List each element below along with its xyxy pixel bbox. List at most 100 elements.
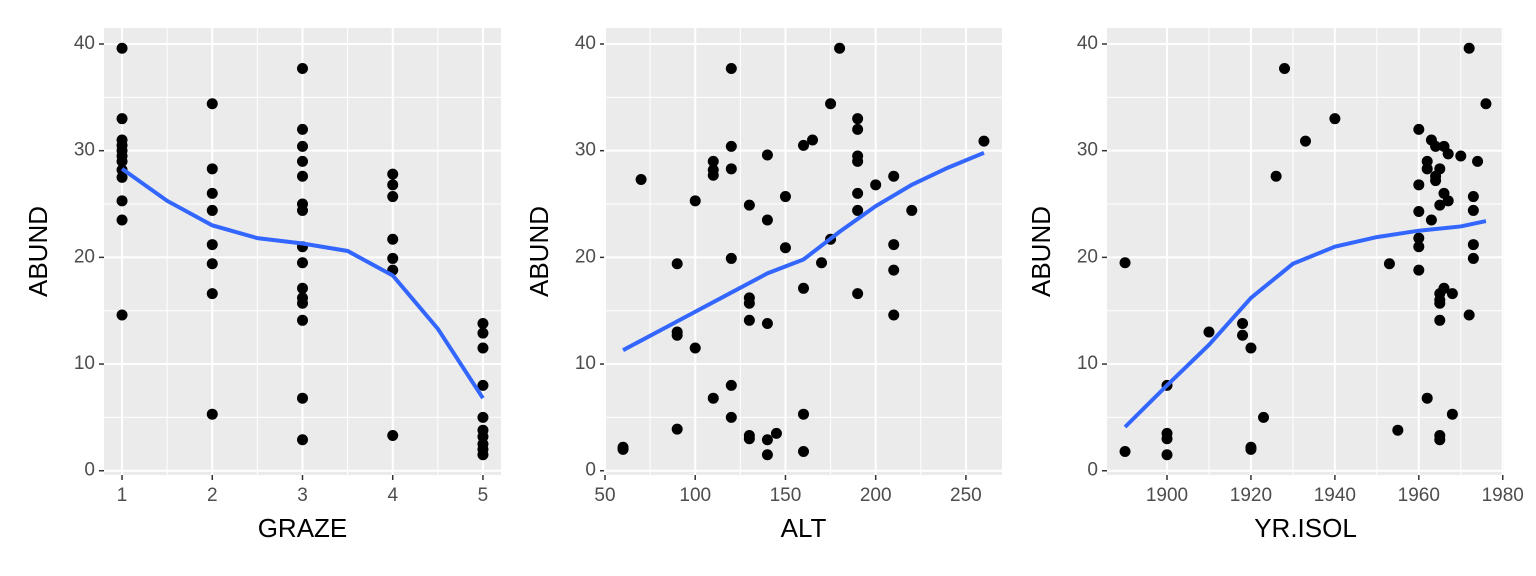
point bbox=[978, 135, 990, 147]
point bbox=[761, 449, 773, 461]
point bbox=[297, 123, 308, 135]
point bbox=[671, 329, 683, 341]
x-tick-label: 200 bbox=[860, 485, 892, 506]
point bbox=[798, 282, 809, 294]
point bbox=[1383, 258, 1395, 270]
point bbox=[1463, 42, 1475, 54]
point bbox=[1270, 170, 1282, 182]
point bbox=[1480, 98, 1492, 110]
x-tick-label: 5 bbox=[478, 485, 489, 506]
point bbox=[297, 155, 308, 167]
point bbox=[689, 195, 701, 207]
point bbox=[297, 63, 308, 75]
point bbox=[1434, 199, 1446, 211]
point bbox=[387, 252, 399, 264]
point bbox=[297, 204, 308, 216]
y-tick-label: 40 bbox=[74, 33, 95, 54]
point bbox=[707, 169, 719, 181]
point bbox=[725, 163, 737, 175]
point bbox=[779, 242, 791, 254]
point bbox=[1413, 179, 1425, 191]
point bbox=[617, 443, 629, 455]
x-tick-label: 1 bbox=[117, 485, 128, 506]
smooth-line bbox=[1123, 219, 1487, 429]
point bbox=[761, 434, 773, 446]
panel: 0 10 20 30 40 50 100 150 200 250 ALT ABUND bbox=[524, 28, 1002, 543]
point bbox=[116, 155, 128, 167]
point bbox=[1413, 205, 1425, 217]
x-tick-label: 4 bbox=[387, 485, 398, 506]
point bbox=[1472, 155, 1484, 167]
point bbox=[387, 191, 399, 203]
point bbox=[206, 204, 218, 216]
point bbox=[1329, 113, 1341, 125]
point bbox=[689, 342, 701, 354]
point bbox=[852, 123, 864, 135]
point bbox=[206, 408, 218, 420]
point bbox=[852, 155, 864, 167]
point bbox=[1279, 63, 1291, 75]
point bbox=[761, 318, 773, 330]
point bbox=[297, 282, 308, 294]
point bbox=[707, 155, 719, 167]
plot-background bbox=[605, 28, 1002, 475]
y-tick-label: 0 bbox=[1087, 460, 1098, 481]
point bbox=[1434, 434, 1446, 446]
point bbox=[816, 257, 828, 269]
point bbox=[1161, 433, 1173, 445]
y-axis-title: ABUND bbox=[23, 206, 53, 297]
point bbox=[1245, 443, 1257, 455]
y-tick-label: 30 bbox=[575, 140, 596, 161]
y-tick-label: 40 bbox=[575, 33, 596, 54]
point bbox=[743, 433, 755, 445]
y-axis-title: ABUND bbox=[1026, 206, 1056, 297]
x-tick-label: 150 bbox=[770, 485, 802, 506]
point bbox=[206, 187, 218, 199]
point bbox=[798, 446, 809, 458]
point bbox=[477, 342, 489, 354]
point bbox=[671, 423, 683, 435]
point bbox=[725, 140, 737, 152]
point bbox=[206, 239, 218, 251]
point bbox=[852, 187, 864, 199]
point bbox=[297, 434, 308, 446]
point bbox=[852, 113, 864, 125]
x-tick-label: 250 bbox=[950, 485, 982, 506]
point bbox=[1413, 264, 1425, 276]
point bbox=[477, 327, 489, 339]
point bbox=[1237, 318, 1249, 330]
x-tick-label: 2 bbox=[207, 485, 218, 506]
point bbox=[1467, 239, 1479, 251]
point bbox=[870, 179, 882, 191]
point bbox=[116, 309, 128, 321]
point bbox=[1467, 204, 1479, 216]
y-tick-label: 20 bbox=[575, 246, 596, 267]
point bbox=[888, 239, 900, 251]
point bbox=[635, 173, 647, 185]
point bbox=[1455, 150, 1467, 162]
point bbox=[743, 199, 755, 211]
x-tick-label: 100 bbox=[679, 485, 711, 506]
point bbox=[297, 170, 308, 182]
y-tick-label: 10 bbox=[74, 353, 95, 374]
point bbox=[1421, 163, 1433, 175]
point bbox=[1430, 140, 1442, 152]
panel: 0 10 20 30 40 1900 1920 1940 1960 1980 YR.ISOL ABUN… bbox=[1026, 28, 1524, 543]
x-axis-title: YR.ISOL bbox=[1254, 513, 1357, 543]
point bbox=[1438, 282, 1450, 294]
y-tick-label: 0 bbox=[585, 460, 596, 481]
y-tick-label: 20 bbox=[1077, 246, 1098, 267]
point bbox=[1434, 297, 1446, 309]
point bbox=[116, 171, 128, 183]
point bbox=[1442, 195, 1454, 207]
y-tick-label: 20 bbox=[74, 246, 95, 267]
point bbox=[1413, 241, 1425, 253]
point bbox=[852, 204, 864, 216]
point bbox=[798, 139, 809, 151]
point bbox=[761, 214, 773, 226]
point bbox=[116, 113, 128, 125]
point bbox=[1258, 411, 1270, 423]
point bbox=[1413, 123, 1425, 135]
x-tick-label: 1920 bbox=[1230, 485, 1272, 506]
point bbox=[761, 149, 773, 161]
